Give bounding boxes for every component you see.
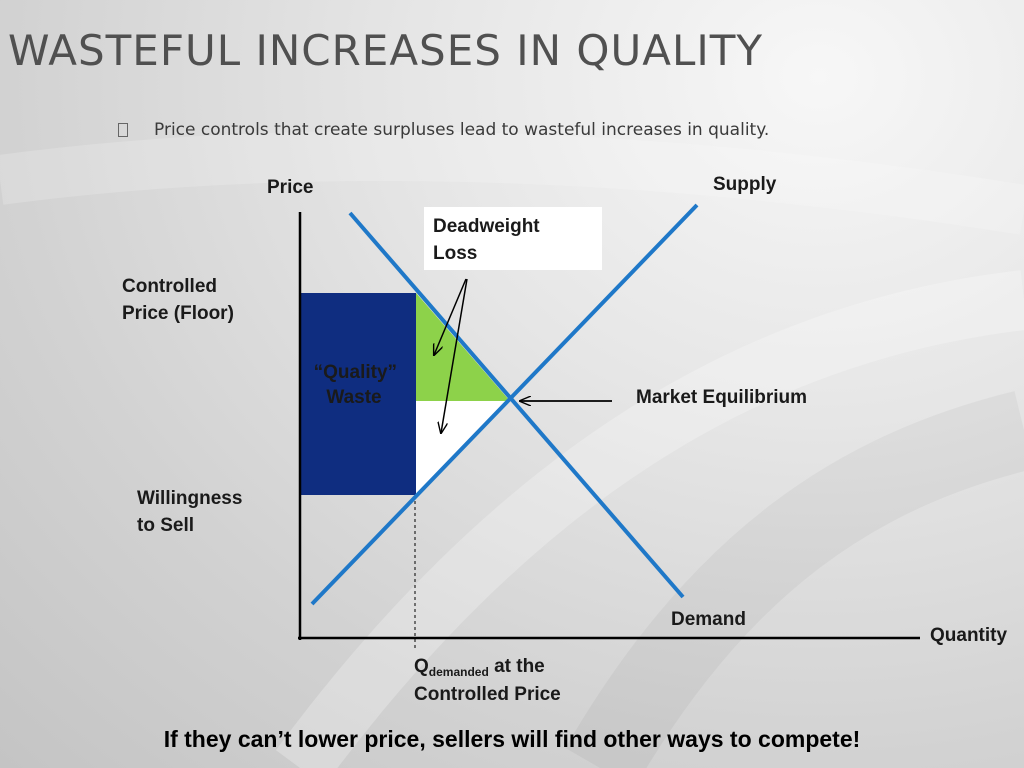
quality-waste-label: “Quality” Waste — [314, 362, 403, 408]
slide-title: WASTEFUL INCREASES IN QUALITY — [8, 26, 764, 75]
bullet-point: Price controls that create surpluses lea… — [118, 120, 769, 140]
quantity-axis-label: Quantity — [930, 625, 1007, 646]
price-axis-label: Price — [267, 177, 313, 198]
willingness-to-sell-label: Willingness to Sell — [137, 488, 248, 536]
deadweight-arrow-to-white — [441, 278, 468, 433]
bullet-text: Price controls that create surpluses lea… — [154, 120, 770, 140]
deadweight-loss-area — [416, 293, 510, 401]
footer-caption: If they can’t lower price, sellers will … — [163, 726, 861, 752]
supply-curve — [310, 203, 699, 606]
deadweight-arrow-to-green — [434, 278, 467, 355]
supply-label: Supply — [713, 174, 777, 195]
quality-waste-area — [300, 293, 416, 495]
q-demanded-label: Qdemanded at the Controlled Price — [414, 656, 561, 705]
controlled-price-label: Controlled Price (Floor) — [122, 276, 234, 324]
market-equilibrium-label: Market Equilibrium — [636, 387, 807, 408]
deadweight-label: Deadweight Loss — [433, 216, 545, 264]
bullet-icon — [118, 123, 128, 137]
demand-label: Demand — [671, 609, 746, 630]
deadweight-label-box — [424, 207, 602, 270]
demand-curve — [348, 211, 685, 599]
